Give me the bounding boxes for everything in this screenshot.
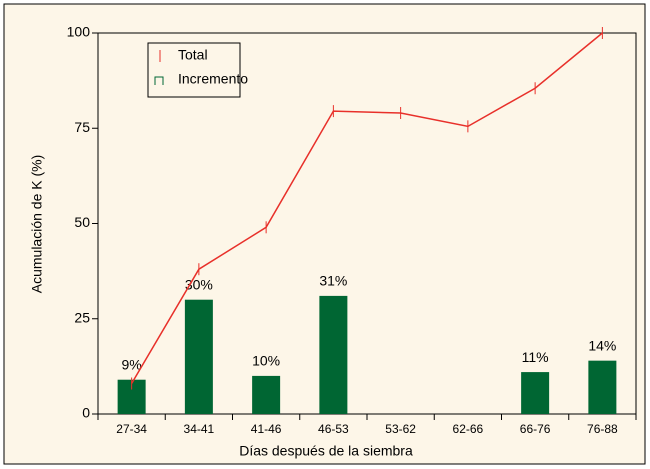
x-tick-label: 53-62 — [385, 422, 416, 436]
data-label: 10% — [252, 353, 280, 369]
x-tick-label: 41-46 — [251, 422, 282, 436]
line — [130, 32, 603, 384]
bar — [588, 360, 617, 414]
y-tick-label: 100 — [67, 24, 91, 40]
y-tick-label: 0 — [82, 405, 90, 421]
bar — [521, 372, 550, 414]
y-tick-label: 75 — [74, 119, 90, 135]
x-tick-label: 66-76 — [520, 422, 551, 436]
x-tick-label: 34-41 — [184, 422, 215, 436]
bar — [252, 375, 281, 414]
legend-label: Incremento — [178, 71, 248, 87]
bar — [319, 295, 348, 414]
y-tick-label: 25 — [74, 309, 90, 325]
data-label: 9% — [122, 356, 142, 372]
x-axis-label: Días después de la siembra — [239, 443, 413, 459]
x-tick-label: 76-88 — [587, 422, 618, 436]
x-tick-label: 27-34 — [116, 422, 147, 436]
data-label: 30% — [185, 276, 213, 292]
legend-label: Total — [178, 47, 208, 63]
x-tick-label: 62-66 — [453, 422, 484, 436]
data-label: 14% — [588, 337, 616, 353]
legend-symbol — [154, 76, 164, 85]
data-label: 11% — [522, 349, 549, 365]
y-axis-label: Acumulación de K (%) — [29, 155, 45, 294]
data-label: 31% — [319, 273, 347, 289]
bar — [184, 299, 213, 414]
x-tick-label: 46-53 — [318, 422, 349, 436]
legend — [147, 42, 241, 98]
y-tick-label: 50 — [74, 214, 90, 230]
legend-box — [147, 42, 241, 98]
